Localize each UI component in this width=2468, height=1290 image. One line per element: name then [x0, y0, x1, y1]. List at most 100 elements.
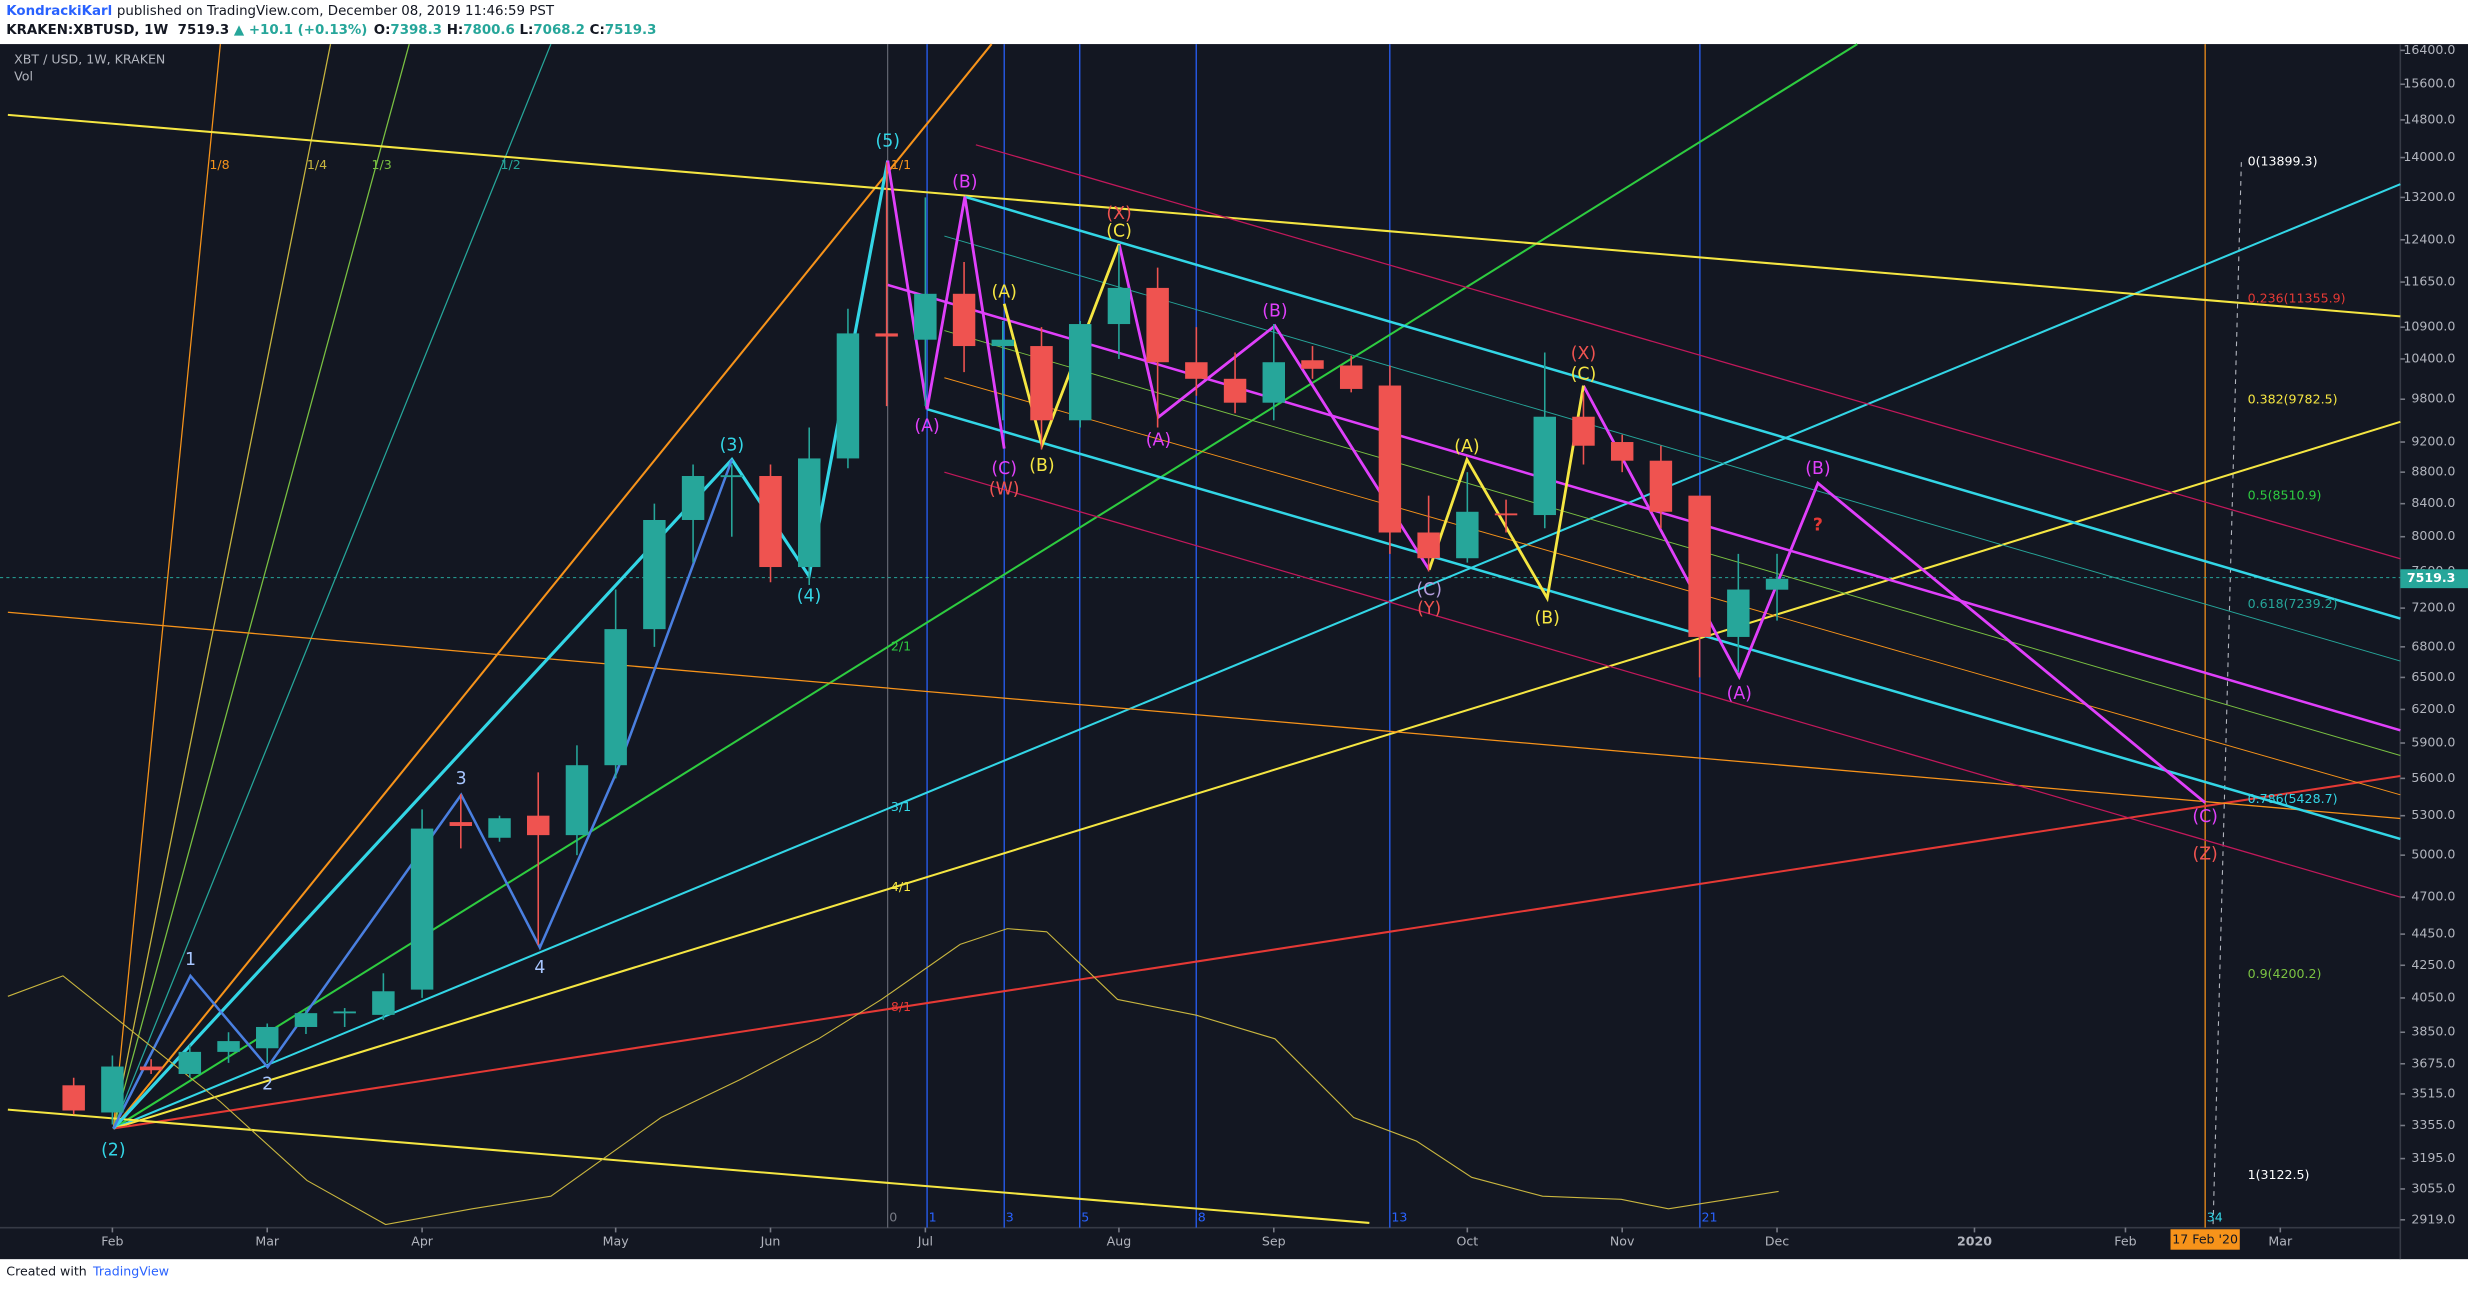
- x-tick-label: Feb: [101, 1233, 123, 1248]
- wave-label: (B): [1262, 302, 1287, 322]
- y-tick-label: 13200.0: [2403, 189, 2455, 204]
- fib-label: 0.5(8510.9): [2248, 487, 2322, 502]
- candle-body: [139, 1066, 163, 1071]
- trend-line: [7, 113, 2401, 318]
- y-tick-label: 14000.0: [2403, 149, 2455, 164]
- y-tick-label: 8800.0: [2411, 464, 2455, 479]
- gann-ray: [112, 43, 993, 1130]
- gann-ray: [112, 43, 552, 1129]
- time-label: 34: [2207, 1210, 2223, 1225]
- fib-label: 0.236(11355.9): [2248, 291, 2346, 306]
- y-tick-label: 5000.0: [2411, 847, 2455, 862]
- candle-body: [1301, 360, 1324, 369]
- wave-label: (C): [1106, 221, 1132, 241]
- y-tick-label: 9800.0: [2411, 391, 2455, 406]
- candle-body: [681, 476, 705, 520]
- question-mark: ?: [1813, 516, 1823, 536]
- x-tick-label: Mar: [2268, 1233, 2293, 1248]
- wave-path: [886, 160, 1006, 449]
- time-marker-bg: [2170, 1229, 2240, 1250]
- wave-label: (A): [1454, 437, 1479, 457]
- y-tick-label: 3055.0: [2411, 1180, 2455, 1195]
- x-tick-label: Oct: [1456, 1233, 1478, 1248]
- legend-pair: XBT / USD, 1W, KRAKEN: [14, 51, 165, 66]
- header-line-1: KondrackiKarl published on TradingView.co…: [6, 4, 555, 19]
- wave-label: (4): [797, 587, 822, 607]
- candle-body: [565, 765, 589, 836]
- candle-body: [604, 629, 627, 766]
- candle-body: [1378, 385, 1402, 533]
- candle-body: [217, 1041, 240, 1052]
- y-tick-label: 3850.0: [2411, 1024, 2455, 1039]
- change: ▲ +10.1 (+0.13%): [234, 23, 367, 38]
- created-with: Created with: [6, 1263, 86, 1278]
- candle-body: [1494, 513, 1518, 516]
- gann-ray: [112, 43, 1858, 1130]
- gann-label: 8/1: [891, 999, 911, 1014]
- time-label: 1: [929, 1210, 937, 1225]
- wave-label: (3): [720, 435, 745, 455]
- y-tick-label: 7200.0: [2411, 600, 2455, 615]
- wave-label: (B): [952, 173, 977, 193]
- gann-ray: [112, 183, 2401, 1130]
- gann-label: 4/1: [891, 879, 911, 894]
- y-tick-label: 4250.0: [2411, 957, 2455, 972]
- y-tick-label: 4050.0: [2411, 989, 2455, 1004]
- y-tick-label: 5600.0: [2411, 770, 2455, 785]
- wave-label: 2: [262, 1074, 273, 1094]
- gann-ray: [113, 420, 2401, 1130]
- candle-body: [101, 1066, 124, 1113]
- x-tick-label: Jul: [917, 1233, 933, 1248]
- y-tick-label: 10900.0: [2403, 319, 2455, 334]
- candle-body: [294, 1013, 318, 1027]
- y-tick-label: 8400.0: [2411, 495, 2455, 510]
- candle-body: [1030, 346, 1053, 421]
- l-label: L:: [520, 23, 534, 38]
- time-label: 13: [1391, 1210, 1407, 1225]
- y-tick-label: 11650.0: [2403, 274, 2455, 289]
- y-tick-label: 15600.0: [2403, 76, 2455, 91]
- wave-path: [1117, 243, 1431, 571]
- candle-body: [875, 333, 898, 337]
- x-tick-label: Nov: [1610, 1233, 1635, 1248]
- candle-body: [914, 293, 937, 340]
- wave-label: (Z): [2192, 845, 2217, 865]
- indicator-line: [7, 928, 1779, 1226]
- footer: Created with TradingView: [6, 1263, 169, 1278]
- h-value: 7800.6: [463, 23, 515, 38]
- candle-body: [449, 822, 473, 826]
- wave-label: (C): [2192, 807, 2218, 827]
- y-tick-label: 3515.0: [2411, 1085, 2455, 1100]
- candle-body: [1533, 416, 1556, 516]
- wave-label: (X): [1571, 344, 1596, 364]
- y-tick-label: 3195.0: [2411, 1150, 2455, 1165]
- y-tick-label: 5900.0: [2411, 735, 2455, 750]
- y-tick-label: 8000.0: [2411, 528, 2455, 543]
- y-tick-label: 16400.0: [2403, 42, 2455, 57]
- x-tick-label: May: [603, 1233, 630, 1248]
- author[interactable]: KondrackiKarl: [6, 4, 112, 19]
- gann-ray: [113, 774, 2401, 1130]
- h-label: H:: [447, 23, 464, 38]
- x-tick-label: Dec: [1765, 1233, 1789, 1248]
- o-value: 7398.3: [390, 23, 442, 38]
- candle-body: [1068, 324, 1092, 421]
- wave-label: 3: [456, 769, 467, 789]
- channel-line: [887, 283, 2401, 732]
- time-label: 21: [1701, 1210, 1717, 1225]
- brand[interactable]: TradingView: [92, 1263, 169, 1278]
- y-tick-label: 4450.0: [2411, 926, 2455, 941]
- wave-label: 4: [534, 958, 545, 978]
- channel-line: [944, 377, 2401, 796]
- wave-label: (2): [101, 1141, 126, 1161]
- wave-label: (A): [914, 417, 939, 437]
- x-tick-label: Sep: [1262, 1233, 1286, 1248]
- time-label: 5: [1081, 1210, 1089, 1225]
- wave-label: (X): [1106, 204, 1131, 224]
- gann-label: 1/1: [891, 157, 911, 172]
- wave-label: (B): [1805, 459, 1830, 479]
- x-tick-label: Mar: [255, 1233, 280, 1248]
- fib-trend: [2212, 162, 2242, 1228]
- gann-ray: [112, 43, 332, 1129]
- x-tick-label: Aug: [1107, 1233, 1132, 1248]
